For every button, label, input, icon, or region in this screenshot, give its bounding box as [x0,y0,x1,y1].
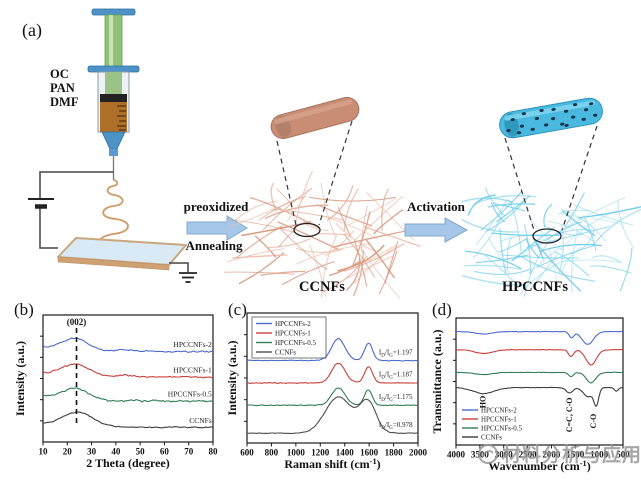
legend-entry: HPCCNFs-2 [481,407,517,415]
legend-entry: HPCCNFs-1 [275,330,311,338]
id-ig-ratio-label: ID/IG=0.978 [379,421,413,431]
series-HPCCNFs-2 [42,337,214,353]
x-tick-label: 50 [136,447,146,457]
series-HPCCNFs-1 [42,363,214,379]
ccnfs-label: CCNFs [299,279,345,295]
x-tick-label: 1500 [566,450,585,460]
x-tick-label: 1800 [385,448,404,458]
syringe-icon [87,8,140,180]
x-tick-label: 60 [160,447,170,457]
id-ig-ratio-label: ID/IG=1.175 [379,393,413,403]
series-HPCCNFs-0.5 [456,371,624,384]
series-HPCCNFs-2 [455,330,623,345]
series-HPCCNFs-2 [246,337,419,362]
panel-a-schematic: (a) OC PAN DMF [22,8,641,299]
x-tick-label: 2000 [542,450,561,460]
legend-entry: HPCCNFs-0.5 [275,339,317,347]
x-tick-label: 2500 [519,450,538,460]
panel-b-xrd-chart: (b) 10 20 30 40 50 60 70 80 2 Theta (degree) Inte… [12,298,230,482]
ftir-plot: 4000 3500 3000 2500 2000 1500 1000 500 Wavenumbe… [430,317,630,473]
series-label: HPCCNFs-0.5 [168,390,212,399]
hpccnfs-fiber-network [460,187,641,297]
legend-entry: CCNFs [275,349,296,357]
legend-entry: CCNFs [481,434,502,442]
x-tick-label: 80 [209,447,219,457]
ccnfs-fiber-network [224,170,421,299]
x-tick-label: 70 [184,447,194,457]
hpccnfs-label: HPCCNFs [502,279,568,295]
x-tick-label: 3000 [495,450,514,460]
series-CCNFs [42,411,214,429]
panel-c-label: (c) [228,300,247,319]
series-HPCCNFs-0.5 [246,387,419,407]
band-annotation: C-O [589,414,598,429]
x-tick-label: 4000 [447,450,466,460]
x-axis-label: Raman shift (cm-1) [284,457,380,471]
legend-entry: HPCCNFs-0.5 [481,425,523,433]
solution-component-3: DMF [50,95,79,109]
panel-d-ftir-chart: (d) 4000 3500 3000 2500 2000 1500 1000 500 Waven… [430,298,641,482]
y-axis-label: Intensity (a.u.) [13,341,27,416]
x-tick-label: 3500 [471,450,490,460]
hpccnf-porous-fiber-icon [499,97,603,139]
collector-plate [57,237,187,271]
x-tick-label: 1200 [311,448,330,458]
process-arrow-1-icon [186,215,248,241]
y-axis-label: Transmittance (a.u.) [430,329,444,433]
series-CCNFs [455,386,624,407]
battery-icon [28,198,54,209]
solution-component-1: OC [50,67,69,81]
panel-b-label: (b) [14,300,34,319]
x-axis-label: Wavenumber (cm-1) [488,459,590,473]
x-tick-label: 800 [265,448,279,458]
panel-d-label: (d) [432,300,452,319]
band-annotation: C=C, C-O [565,398,574,433]
y-axis-label: Intensity (a.u.) [228,340,239,415]
pore-dots [506,102,598,135]
raman-plot: 600 800 1000 1200 1400 1600 1800 2000 Raman shif… [228,312,428,471]
x-tick-label: 600 [240,448,254,458]
band-annotation: HO [479,396,488,408]
plot-frame [42,314,214,443]
series-label: HPCCNFs-2 [173,340,212,349]
legend-entry: HPCCNFs-2 [275,320,311,328]
step2-label: Activation [407,199,466,214]
ccnf-single-fiber-icon [270,96,360,140]
id-ig-ratio-label: ID/IG=1.197 [379,348,413,358]
series-HPCCNFs-1 [247,362,419,385]
series-HPCCNFs-0.5 [42,387,214,403]
ground-icon [169,262,197,283]
solution-component-2: PAN [50,81,75,95]
series-label: HPCCNFs-1 [173,366,212,375]
hpccnfs-magnifier [504,125,598,244]
legend-box [251,316,327,359]
panel-a-label: (a) [22,20,42,41]
process-arrow-2-icon [404,217,469,243]
step1-label-bottom: Annealing [185,238,243,253]
ccnfs-magnifier [276,120,353,238]
x-tick-label: 1000 [590,450,609,460]
x-tick-label: 1400 [336,448,355,458]
x-tick-label: 20 [63,447,73,457]
xrd-plot: 10 20 30 40 50 60 70 80 2 Theta (degree) Intensit… [13,314,219,470]
series-label: CCNFs [189,416,212,425]
id-ig-ratio-label: ID/IG=1.187 [379,371,413,381]
series-HPCCNFs-1 [456,348,623,366]
step1-label-top: preoxidized [184,199,250,214]
x-tick-label: 1600 [360,448,379,458]
x-tick-label: 2000 [409,448,428,458]
x-tick-label: 30 [87,447,97,457]
x-tick-label: 500 [616,450,630,460]
series-CCNFs [246,396,419,435]
peak-annotation: (002) [67,317,87,327]
x-tick-label: 40 [111,447,121,457]
circuit-wire [39,171,114,249]
x-axis-label: 2 Theta (degree) [86,456,170,470]
panel-c-raman-chart: (c) 600 800 1000 1200 1400 1600 1800 2000 Raman … [228,298,430,482]
x-tick-label: 10 [39,447,49,457]
x-tick-label: 1000 [287,448,306,458]
legend-entry: HPCCNFs-1 [481,416,517,424]
